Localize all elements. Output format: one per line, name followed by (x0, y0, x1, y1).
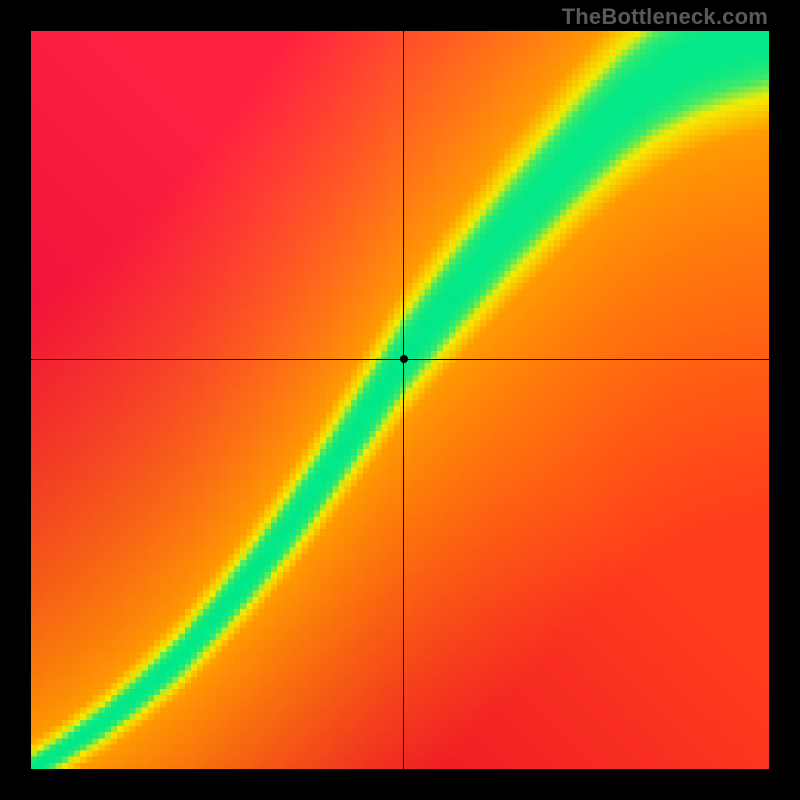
crosshair-vertical (403, 31, 404, 769)
chart-frame: TheBottleneck.com (0, 0, 800, 800)
crosshair-marker-dot (400, 355, 408, 363)
bottleneck-heatmap (31, 31, 769, 769)
watermark-text: TheBottleneck.com (562, 4, 768, 30)
